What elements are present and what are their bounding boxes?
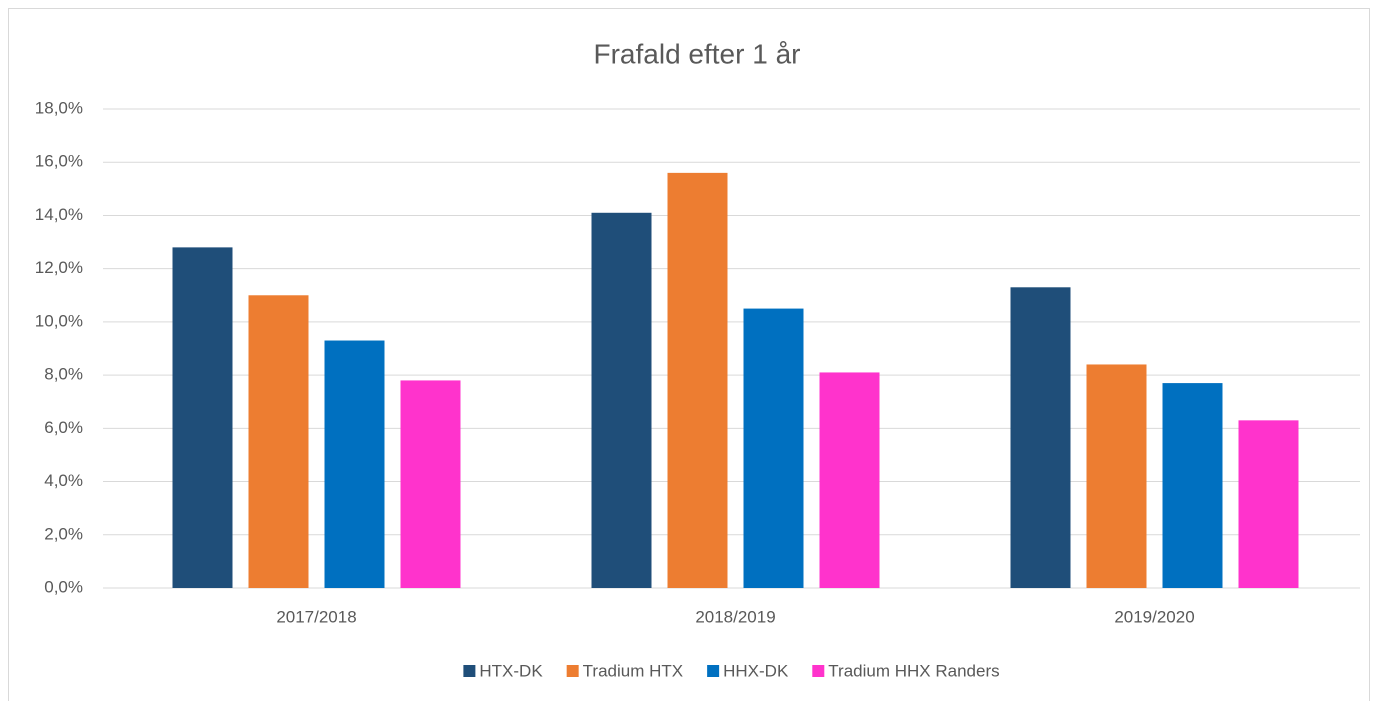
legend-label: Tradium HHX Randers bbox=[828, 661, 999, 680]
bar bbox=[1010, 287, 1071, 588]
legend-label: Tradium HTX bbox=[583, 661, 683, 680]
legend-swatch bbox=[566, 665, 579, 677]
bar bbox=[1086, 364, 1147, 588]
y-tick-label: 2,0% bbox=[44, 524, 83, 543]
y-tick-label: 6,0% bbox=[44, 418, 83, 437]
y-tick-label: 18,0% bbox=[35, 98, 83, 117]
legend-swatch bbox=[463, 665, 476, 677]
bar bbox=[591, 212, 652, 589]
bar bbox=[819, 372, 880, 588]
bar bbox=[667, 172, 728, 588]
bar bbox=[248, 295, 309, 588]
bar bbox=[172, 247, 233, 588]
bar bbox=[743, 308, 804, 588]
y-tick-label: 4,0% bbox=[44, 471, 83, 490]
y-tick-label: 16,0% bbox=[35, 152, 83, 171]
x-tick-label: 2018/2019 bbox=[695, 607, 775, 626]
chart-title: Frafald efter 1 år bbox=[594, 38, 801, 69]
bar bbox=[1162, 383, 1223, 588]
legend-swatch bbox=[812, 665, 825, 677]
legend-label: HTX-DK bbox=[479, 661, 543, 680]
y-tick-label: 12,0% bbox=[35, 258, 83, 277]
legend-swatch bbox=[707, 665, 720, 677]
bar bbox=[1238, 420, 1299, 588]
y-tick-label: 8,0% bbox=[44, 365, 83, 384]
y-tick-label: 10,0% bbox=[35, 311, 83, 330]
bar bbox=[400, 380, 461, 588]
x-tick-label: 2017/2018 bbox=[276, 607, 356, 626]
y-tick-label: 14,0% bbox=[35, 205, 83, 224]
y-tick-label: 0,0% bbox=[44, 577, 83, 596]
legend-label: HHX-DK bbox=[723, 661, 789, 680]
x-tick-label: 2019/2020 bbox=[1114, 607, 1194, 626]
bar bbox=[324, 340, 385, 588]
